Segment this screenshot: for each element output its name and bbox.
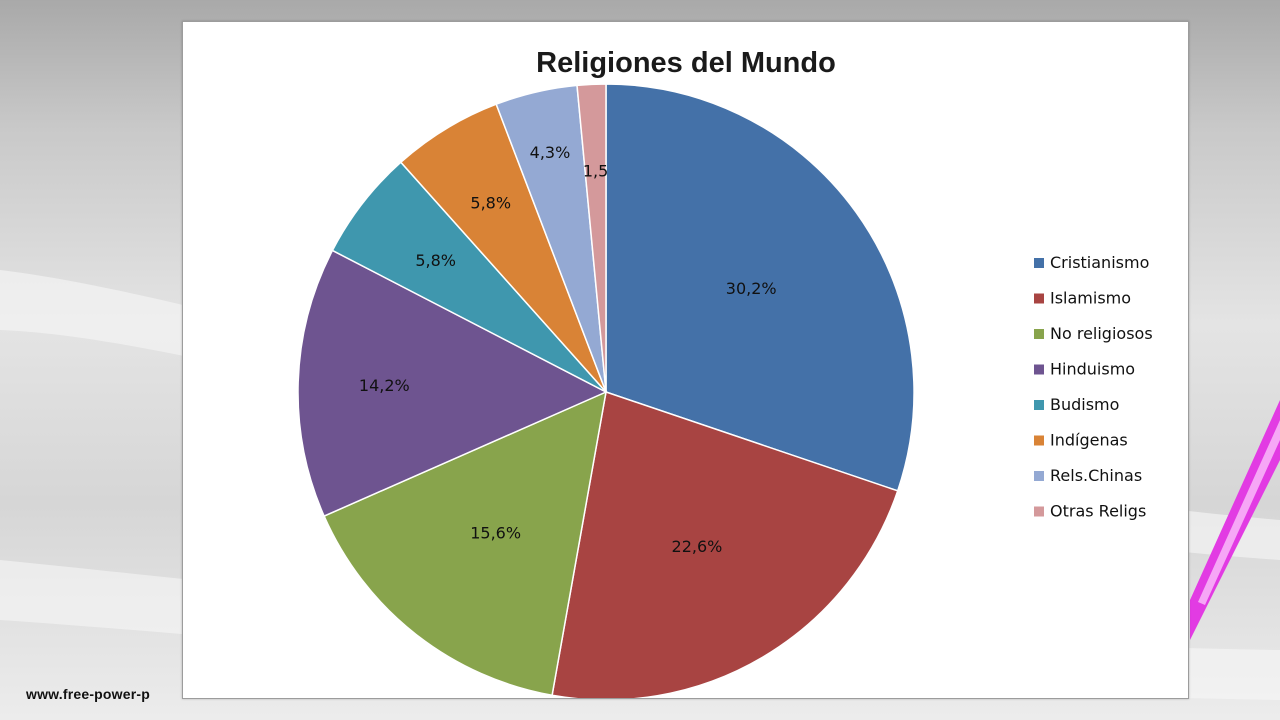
legend-label-otras-religs: Otras Religs: [1050, 502, 1146, 521]
legend-label-hinduismo: Hinduismo: [1050, 360, 1135, 379]
legend-label-no-religiosos: No religiosos: [1050, 324, 1153, 343]
data-label-hinduismo: 14,2%: [359, 376, 410, 395]
chart-frame: Religiones del Mundo 30,2% 22,6% 15,6% 14,2…: [182, 21, 1189, 699]
legend-label-rels-chinas: Rels.Chinas: [1050, 466, 1142, 485]
legend-label-budismo: Budismo: [1050, 395, 1119, 414]
data-label-islamismo: 22,6%: [672, 537, 723, 556]
data-label-no-religiosos: 15,6%: [470, 523, 521, 542]
legend-label-cristianismo: Cristianismo: [1050, 253, 1149, 272]
legend-swatch-rels-chinas: [1034, 471, 1044, 481]
data-label-rels-chinas: 4,3%: [530, 143, 571, 162]
legend: Cristianismo Islamismo No religiosos Hindui…: [1034, 253, 1153, 521]
data-label-budismo: 5,8%: [415, 251, 456, 270]
legend-swatch-hinduismo: [1034, 364, 1044, 375]
legend-swatch-cristianismo: [1034, 258, 1044, 268]
pie-slice-otras-religs: [576, 83, 607, 393]
pie-chart: Religiones del Mundo 30,2% 22,6% 15,6% 14,2…: [297, 47, 1153, 698]
pie-slice-no-religiosos: [323, 390, 607, 697]
legend-swatch-islamismo: [1034, 293, 1044, 304]
legend-label-indigenas: Indígenas: [1050, 431, 1128, 450]
legend-swatch-budismo: [1034, 400, 1044, 410]
legend-swatch-otras-religs: [1034, 506, 1044, 517]
legend-label-islamismo: Islamismo: [1050, 289, 1131, 308]
pie-slice-cristianismo: [605, 83, 915, 492]
pie-slice-hinduismo: [297, 249, 608, 518]
legend-swatch-indigenas: [1034, 435, 1044, 446]
pie-data-labels: 30,2% 22,6% 15,6% 14,2% 5,8% 5,8% 4,3% 1,5: [359, 143, 777, 556]
data-label-otras-religs: 1,5: [583, 161, 608, 180]
pie-slice-islamismo: [551, 391, 899, 698]
legend-swatch-no-religiosos: [1034, 329, 1044, 339]
data-label-indigenas: 5,8%: [470, 194, 511, 213]
data-label-cristianismo: 30,2%: [726, 279, 777, 298]
watermark-text: www.free-power-p: [26, 686, 151, 702]
pie-slices: [297, 83, 915, 698]
chart-title: Religiones del Mundo: [536, 47, 836, 79]
